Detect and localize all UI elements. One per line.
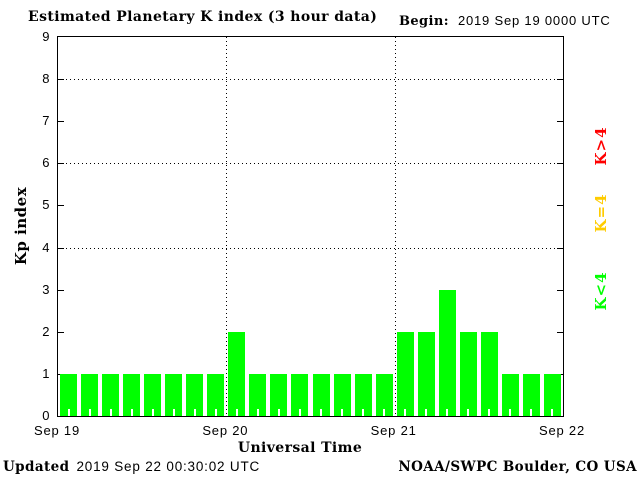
bar-notch (130, 409, 133, 416)
bar-notch (88, 409, 91, 416)
kp-bar (543, 373, 561, 416)
bar-notch (235, 409, 238, 416)
y-tick-mark-right (557, 121, 563, 123)
kp-bar (459, 331, 477, 416)
kp-bar (291, 373, 309, 416)
x-day-label: Sep 21 (370, 423, 417, 438)
kp-bar (396, 331, 414, 416)
y-tick-mark-left (58, 205, 64, 207)
y-tick-mark-left (58, 247, 64, 249)
x-day-label: Sep 22 (538, 423, 586, 438)
y-tick-mark-right (557, 163, 563, 165)
y-tick-mark-left (58, 121, 64, 123)
kp-bar (480, 331, 498, 416)
y-tick-label: 4 (42, 239, 50, 255)
grid-line-vertical (394, 37, 396, 416)
bar-notch (383, 409, 386, 416)
y-tick-label: 8 (42, 71, 50, 87)
bar-notch (277, 409, 280, 416)
x-axis-title: Universal Time (237, 440, 363, 456)
updated-timestamp: Updated 2019 Sep 22 00:30:02 UTC (3, 459, 260, 475)
y-tick-label: 5 (42, 197, 50, 213)
bar-notch (446, 409, 449, 416)
y-tick-mark-left (58, 289, 64, 291)
y-tick-label: 1 (42, 365, 50, 381)
legend-item: K<4 (592, 271, 610, 311)
y-tick-mark-right (557, 331, 563, 333)
begin-time: Begin: 2019 Sep 19 0000 UTC (399, 13, 611, 29)
kp-bar (333, 373, 351, 416)
y-tick-mark-right (557, 289, 563, 291)
grid-line-vertical (226, 37, 228, 416)
kp-bar (417, 331, 435, 416)
y-tick-mark-right (557, 247, 563, 249)
begin-label: Begin: (399, 14, 449, 29)
grid-line-horizontal (58, 247, 563, 249)
kp-bar (438, 289, 456, 416)
kp-bar (144, 373, 162, 416)
bar-notch (67, 409, 70, 416)
begin-value: 2019 Sep 19 0000 UTC (457, 13, 611, 28)
bar-notch (467, 409, 470, 416)
y-tick-mark-right (557, 79, 563, 81)
y-tick-mark-left (58, 163, 64, 165)
bar-notch (214, 409, 217, 416)
bar-notch (151, 409, 154, 416)
bar-notch (109, 409, 112, 416)
kp-bar (501, 373, 519, 416)
bar-notch (551, 409, 554, 416)
kp-bar (522, 373, 540, 416)
kp-bar (228, 331, 246, 416)
bar-notch (530, 409, 533, 416)
kp-bar (249, 373, 267, 416)
x-day-label: Sep 19 (33, 423, 81, 438)
bar-notch (172, 409, 175, 416)
y-tick-label: 0 (42, 408, 50, 423)
kp-bar (123, 373, 141, 416)
kp-bar (186, 373, 204, 416)
bar-notch (320, 409, 323, 416)
y-tick-label: 6 (42, 155, 50, 171)
kp-bar (165, 373, 183, 416)
plot-area (57, 36, 564, 417)
legend-item: K>4 (592, 126, 610, 166)
bar-notch (425, 409, 428, 416)
source-attribution: NOAA/SWPC Boulder, CO USA (398, 459, 637, 475)
bar-notch (193, 409, 196, 416)
bar-notch (256, 409, 259, 416)
x-day-label: Sep 20 (202, 423, 249, 438)
bar-notch (362, 409, 365, 416)
kp-bar (375, 373, 393, 416)
kp-bar (207, 373, 225, 416)
y-tick-label: 3 (42, 281, 50, 297)
grid-line-horizontal (58, 79, 563, 81)
updated-value: 2019 Sep 22 00:30:02 UTC (76, 459, 261, 474)
bar-notch (298, 409, 301, 416)
kp-bar (270, 373, 288, 416)
bar-notch (404, 409, 407, 416)
kp-bar (354, 373, 372, 416)
legend-item: K=4 (592, 193, 610, 233)
chart-title: Estimated Planetary K index (3 hour data… (28, 9, 378, 25)
kp-bar (102, 373, 120, 416)
bar-notch (341, 409, 344, 416)
kp-bar (81, 373, 99, 416)
kp-bar (60, 373, 78, 416)
y-tick-mark-left (58, 331, 64, 333)
y-tick-mark-left (58, 79, 64, 81)
kp-bar (312, 373, 330, 416)
y-tick-mark-right (557, 205, 563, 207)
bar-notch (488, 409, 491, 416)
y-tick-label: 2 (42, 323, 50, 339)
updated-label: Updated (3, 459, 70, 475)
y-tick-label: 9 (42, 29, 50, 44)
grid-line-horizontal (58, 163, 563, 165)
bar-notch (509, 409, 512, 416)
y-tick-label: 7 (42, 113, 50, 129)
